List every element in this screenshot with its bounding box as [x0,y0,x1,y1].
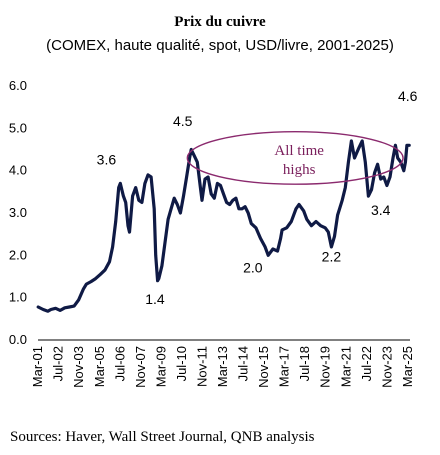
data-labels: 3.6 1.4 4.5 2.0 2.2 3.4 4.6 [97,88,418,307]
y-tick-label: 6.0 [9,78,27,93]
x-tick-label: Nov-15 [256,346,271,388]
x-tick-label: Nov-03 [71,346,86,388]
y-tick-label: 2.0 [9,247,27,262]
chart-source: Sources: Haver, Wall Street Journal, QNB… [10,429,315,445]
data-label: 1.4 [145,291,165,307]
x-tick-label: Mar-17 [277,346,292,387]
y-tick-label: 0.0 [9,332,27,347]
chart-title: Prix du cuivre [174,14,266,30]
chart-subtitle: (COMEX, haute qualité, spot, USD/livre, … [46,37,394,54]
data-label: 4.5 [173,113,193,129]
y-tick-label: 4.0 [9,163,27,178]
y-tick-label: 3.0 [9,205,27,220]
data-label: 3.6 [97,151,117,167]
x-tick-label: Mar-25 [400,346,415,387]
y-axis: 0.0 1.0 2.0 3.0 4.0 5.0 6.0 [9,78,27,347]
all-time-highs-label-line2: highs [283,162,316,178]
all-time-highs-highlight: All time highs [186,131,404,185]
x-tick-label: Nov-07 [133,346,148,388]
x-tick-label: Jul-14 [236,346,251,381]
x-tick-label: Jul-22 [359,346,374,381]
data-label: 2.2 [322,249,342,265]
x-tick-label: Mar-09 [153,346,168,387]
all-time-highs-label-line1: All time [274,143,324,159]
x-tick-label: Mar-21 [338,346,353,387]
copper-price-series-line [36,139,411,313]
x-tick-label: Mar-01 [30,346,45,387]
x-tick-label: Mar-13 [215,346,230,387]
y-tick-label: 5.0 [9,120,27,135]
data-label: 3.4 [371,202,391,218]
x-tick-label: Nov-11 [194,346,209,387]
y-tick-label: 1.0 [9,290,27,305]
x-tick-label: Jul-02 [51,346,66,381]
x-tick-labels: Mar-01 Jul-02 Nov-03 Mar-05 Jul-06 Nov-07 Mar-… [30,346,415,388]
x-tick-label: Nov-23 [379,346,394,388]
x-tick-label: Jul-18 [297,346,312,381]
x-tick-label: Mar-05 [92,346,107,387]
x-tick-label: Nov-19 [318,346,333,388]
x-tick-label: Jul-10 [174,346,189,381]
data-label: 2.0 [243,259,263,275]
data-label: 4.6 [398,88,418,104]
x-tick-label: Jul-06 [112,346,127,381]
all-time-highs-ellipse [186,131,404,185]
